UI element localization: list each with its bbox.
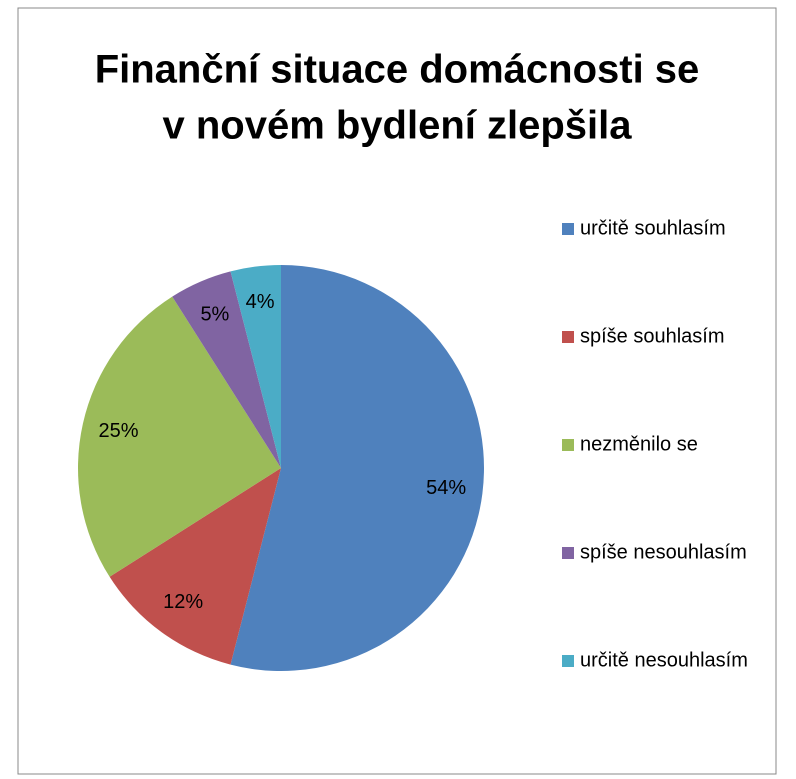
chart-title: Finanční situace domácnosti se — [95, 48, 700, 92]
data-label: 5% — [200, 304, 229, 326]
legend-label: nezměnilo se — [580, 433, 698, 455]
chart-title: v novém bydlení zlepšila — [162, 104, 632, 148]
legend-swatch — [562, 223, 574, 235]
pie-slice — [172, 271, 281, 468]
legend-swatch — [562, 331, 574, 343]
data-label: 4% — [246, 291, 275, 313]
data-label: 54% — [426, 477, 466, 499]
data-label: 12% — [163, 591, 203, 613]
pie-slice — [230, 265, 281, 468]
pie-slice — [77, 296, 281, 577]
data-label: 25% — [99, 420, 139, 442]
pie-slice — [230, 265, 485, 672]
legend-label: určitě souhlasím — [580, 217, 726, 239]
legend-label: určitě nesouhlasím — [580, 649, 748, 671]
legend-label: spíše souhlasím — [580, 325, 725, 347]
legend-swatch — [562, 655, 574, 667]
legend-label: spíše nesouhlasím — [580, 541, 747, 563]
legend-swatch — [562, 547, 574, 559]
legend-swatch — [562, 439, 574, 451]
pie-slice — [109, 468, 281, 665]
